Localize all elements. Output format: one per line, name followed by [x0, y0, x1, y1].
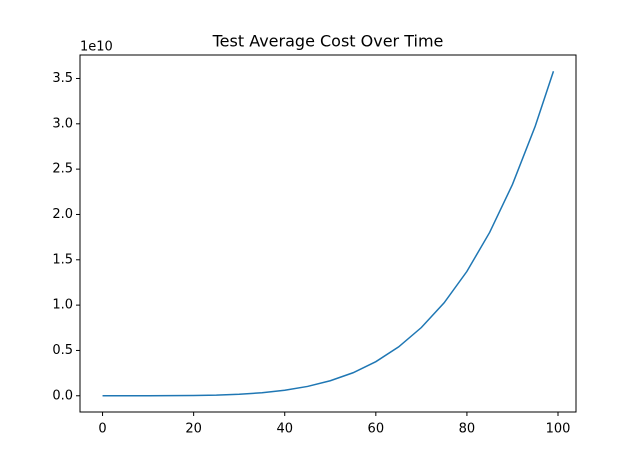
- line-series: [102, 70, 555, 397]
- x-tick-label: 100: [546, 422, 571, 437]
- y-tick-label: 0.5: [52, 343, 73, 358]
- x-tick-label: 80: [459, 422, 476, 437]
- x-tick-label: 20: [185, 422, 202, 437]
- plot-frame: [79, 54, 577, 413]
- y-tick-label: 2.5: [52, 162, 73, 177]
- x-tick-label: 40: [276, 422, 293, 437]
- axis-offset-label: 1e10: [80, 40, 113, 55]
- y-tick-label: 1.5: [52, 252, 73, 267]
- x-tick-label: 0: [98, 422, 106, 437]
- chart-title: Test Average Cost Over Time: [212, 32, 444, 51]
- y-tick-label: 0.0: [52, 388, 73, 403]
- y-tick-label: 3.0: [52, 116, 73, 131]
- y-tick-label: 2.0: [52, 207, 73, 222]
- x-tick-label: 60: [368, 422, 385, 437]
- y-tick-label: 1.0: [52, 298, 73, 313]
- y-tick-label: 3.5: [52, 71, 73, 86]
